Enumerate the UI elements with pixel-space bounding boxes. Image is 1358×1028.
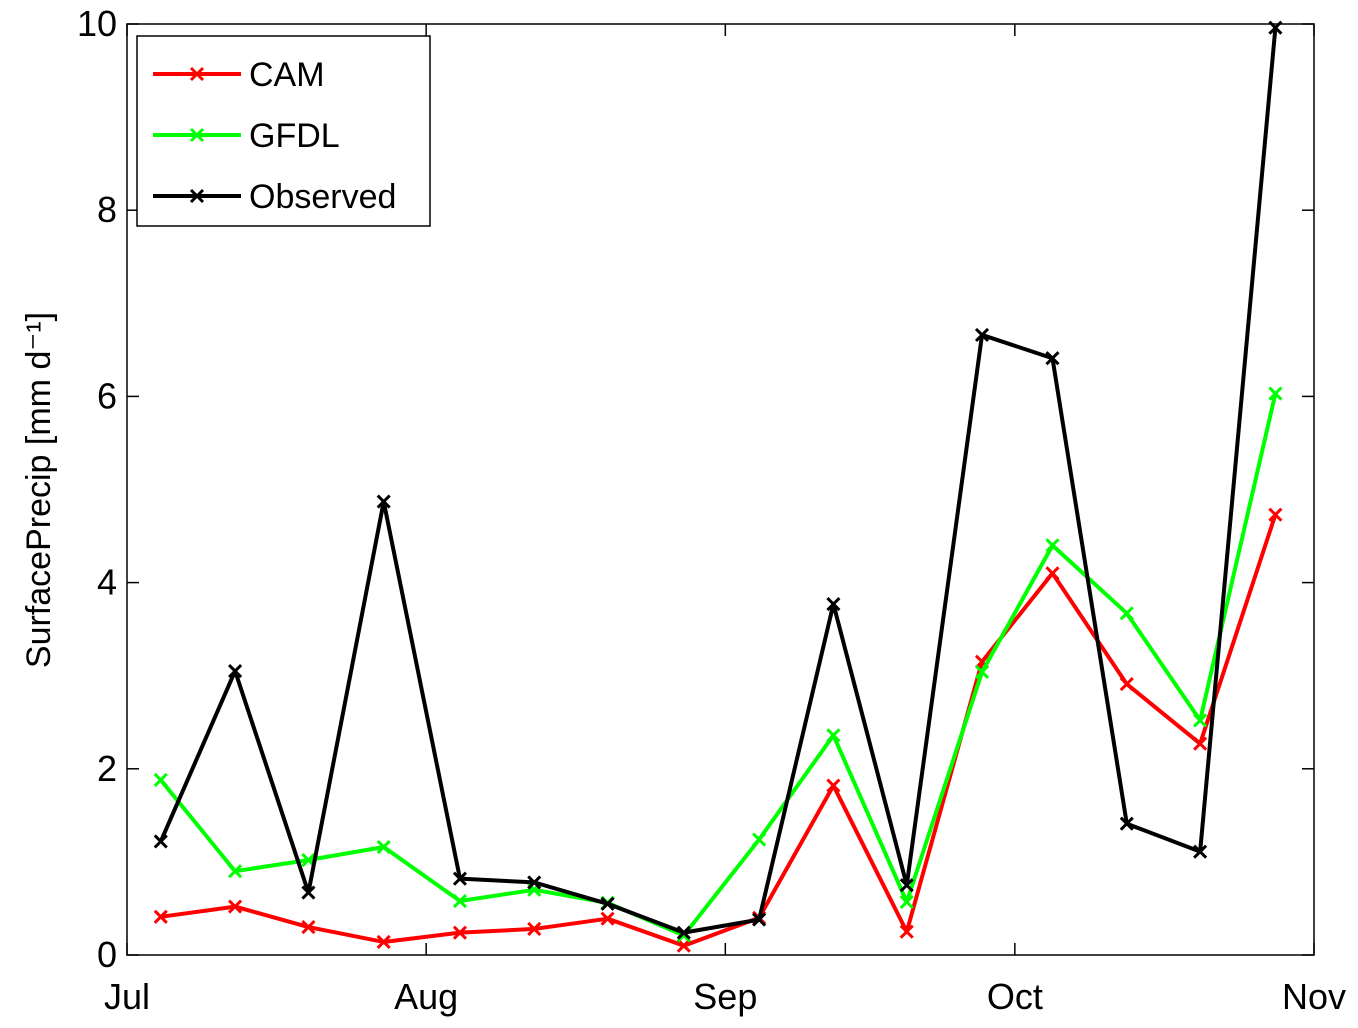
marker <box>376 934 391 950</box>
y-tick-label: 0 <box>97 934 117 975</box>
marker <box>826 728 841 743</box>
x-tick-label: Oct <box>987 976 1043 1017</box>
marker <box>826 596 841 612</box>
legend-label: GFDL <box>249 117 340 155</box>
marker <box>452 925 467 940</box>
marker <box>301 920 316 935</box>
marker <box>1268 20 1283 35</box>
plot-frame <box>126 23 1315 956</box>
marker <box>899 924 914 939</box>
y-tick-label: 10 <box>77 3 117 44</box>
marker <box>676 938 691 953</box>
x-tick-label: Aug <box>394 976 458 1017</box>
marker <box>452 871 467 886</box>
marker <box>153 909 168 924</box>
marker <box>899 894 914 909</box>
marker <box>376 839 391 855</box>
marker <box>527 921 542 936</box>
legend-box <box>136 35 431 227</box>
marker <box>600 896 615 911</box>
marker <box>1193 844 1208 859</box>
series-line <box>158 27 1278 935</box>
marker <box>600 911 615 926</box>
marker <box>1119 816 1134 831</box>
marker <box>153 834 168 849</box>
marker <box>153 772 168 788</box>
y-axis-label: SurfacePrecip [mm d⁻¹] <box>20 312 58 668</box>
marker <box>1193 736 1208 751</box>
y-tick-label: 4 <box>97 562 117 603</box>
marker <box>752 832 767 847</box>
marker <box>974 327 990 343</box>
marker <box>376 494 391 509</box>
legend-marker <box>189 66 205 82</box>
x-tick-label: Sep <box>693 976 757 1017</box>
x-tick-label: Jul <box>104 976 150 1017</box>
legend-label: Observed <box>249 178 396 216</box>
marker <box>1268 507 1283 522</box>
marker <box>228 663 243 679</box>
y-tick-label: 8 <box>97 189 117 230</box>
marker <box>974 664 990 680</box>
marker <box>228 899 243 914</box>
marker <box>1268 386 1283 401</box>
legend-marker <box>189 188 205 204</box>
marker <box>899 878 914 893</box>
marker <box>676 925 691 940</box>
x-tick-label: Nov <box>1282 976 1346 1017</box>
marker <box>452 893 467 909</box>
legend-label: CAM <box>249 56 325 94</box>
marker <box>752 912 767 927</box>
marker <box>228 864 243 879</box>
marker <box>1045 538 1060 553</box>
series-line <box>160 514 1278 948</box>
legend-marker <box>189 127 205 143</box>
marker <box>1193 713 1208 728</box>
marker <box>1119 677 1134 692</box>
marker <box>1119 606 1134 621</box>
marker <box>301 885 316 900</box>
marker <box>527 875 542 890</box>
marker <box>1045 351 1060 366</box>
y-tick-label: 6 <box>97 375 117 416</box>
marker <box>1045 566 1060 581</box>
y-tick-label: 2 <box>97 748 117 789</box>
marker <box>826 778 841 793</box>
